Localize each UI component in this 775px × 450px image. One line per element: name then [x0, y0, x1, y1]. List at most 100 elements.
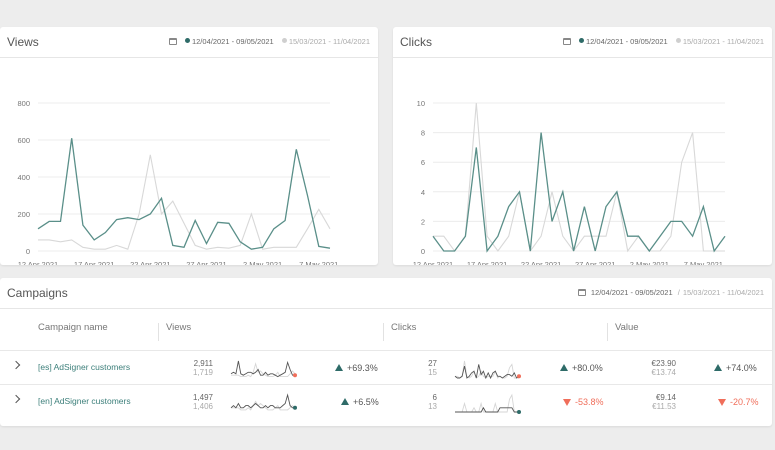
campaigns-current-range: 12/04/2021 - 09/05/2021	[590, 288, 673, 297]
column-divider	[383, 323, 384, 341]
views-current-range: 12/04/2021 - 09/05/2021	[191, 37, 274, 46]
value-change: -20.7%	[718, 397, 759, 407]
views-values: 1,497 1,406	[173, 393, 213, 411]
previous-sparkline	[455, 360, 519, 379]
views-change: +6.5%	[341, 397, 379, 407]
current-period-line	[432, 132, 726, 253]
clicks-chart: 0 2 4 6 8 10 12 Apr 2021 17 Apr 2021 22 Apr 2021…	[413, 99, 726, 265]
y-tick-label: 200	[17, 210, 30, 219]
column-header-clicks[interactable]: Clicks	[391, 322, 417, 333]
current-sparkline	[455, 406, 519, 413]
x-tick-label: 22 Apr 2021	[130, 260, 170, 265]
column-header-campaign-name[interactable]: Campaign name	[38, 322, 108, 333]
x-tick-label: 17 Apr 2021	[467, 260, 507, 265]
views-current: 2,911	[193, 359, 213, 368]
y-tick-label: 800	[17, 99, 30, 108]
clicks-current-range: 12/04/2021 - 09/05/2021	[585, 37, 668, 46]
current-legend-dot	[578, 38, 584, 43]
trend-up-icon	[341, 398, 349, 405]
table-row[interactable]: [en] AdSigner customers 1,497 1,406 +6.5…	[0, 384, 772, 419]
previous-legend-dot	[281, 38, 287, 43]
current-sparkline	[230, 360, 295, 378]
campaigns-previous-range: 15/03/2021 - 11/04/2021	[682, 288, 764, 297]
clicks-date-range[interactable]: 12/04/2021 - 09/05/2021 15/03/2021 - 11/…	[562, 37, 764, 46]
column-header-value[interactable]: Value	[615, 322, 639, 333]
column-header-views[interactable]: Views	[166, 322, 192, 333]
trend-up-icon	[560, 364, 568, 371]
campaigns-card-header: Campaigns 12/04/2021 - 09/05/2021 /15/03…	[0, 278, 772, 309]
previous-sparkline	[231, 362, 296, 378]
sparkline-end-dot	[517, 410, 521, 414]
value-current: €9.14	[655, 393, 676, 402]
value-values: €23.90 €13.74	[636, 359, 676, 377]
y-tick-label: 2	[421, 217, 425, 226]
trend-down-icon	[718, 399, 726, 406]
calendar-icon[interactable]	[168, 38, 177, 45]
x-tick-label: 22 Apr 2021	[521, 260, 561, 265]
views-change: +69.3%	[335, 363, 378, 373]
value-previous: €11.53	[652, 402, 676, 411]
views-values: 2,911 1,719	[173, 359, 213, 377]
previous-sparkline	[455, 393, 519, 413]
value-current: €23.90	[651, 359, 676, 368]
table-row[interactable]: [es] AdSigner customers 2,911 1,719 +69.…	[0, 350, 772, 385]
clicks-sparkline	[454, 360, 521, 380]
x-tick-label: 12 Apr 2021	[413, 260, 453, 265]
y-tick-label: 600	[17, 136, 30, 145]
views-chart: 0 200 400 600 800 12 Apr 2021 17 Apr 2021 22 Ap…	[17, 99, 338, 265]
sparkline-end-dot	[293, 405, 297, 410]
y-tick-label: 6	[421, 158, 425, 167]
range-separator: /	[677, 288, 680, 297]
views-previous: 1,719	[192, 368, 213, 377]
clicks-current: 27	[428, 359, 437, 368]
clicks-sparkline	[455, 393, 521, 414]
clicks-previous: 13	[428, 402, 437, 411]
column-divider	[158, 323, 159, 341]
views-sparkline	[230, 360, 297, 378]
trend-up-icon	[714, 364, 722, 371]
views-date-range[interactable]: 12/04/2021 - 09/05/2021 15/03/2021 - 11/…	[168, 37, 370, 46]
campaign-name-link[interactable]: [en] AdSigner customers	[38, 396, 131, 406]
sparkline-end-dot	[293, 373, 297, 378]
calendar-icon[interactable]	[577, 289, 586, 296]
clicks-change: -53.8%	[563, 397, 604, 407]
clicks-card-title: Clicks	[400, 35, 432, 49]
trend-down-icon	[563, 399, 571, 406]
current-sparkline	[454, 364, 520, 380]
y-tick-label: 8	[421, 129, 425, 138]
campaign-name-link[interactable]: [es] AdSigner customers	[38, 362, 131, 372]
x-tick-label: 2 May 2021	[630, 260, 669, 265]
value-values: €9.14 €11.53	[636, 393, 676, 411]
views-card-header: Views 12/04/2021 - 09/05/2021 15/03/2021…	[0, 27, 378, 58]
calendar-icon[interactable]	[562, 38, 571, 45]
clicks-values: 6 13	[397, 393, 437, 411]
previous-period-line	[38, 154, 331, 250]
chevron-right-icon[interactable]	[11, 360, 21, 370]
previous-sparkline	[231, 400, 296, 411]
column-divider	[607, 323, 608, 341]
y-tick-label: 0	[26, 247, 30, 256]
previous-legend-dot	[675, 38, 681, 43]
x-tick-label: 17 Apr 2021	[74, 260, 114, 265]
views-current: 1,497	[192, 393, 213, 402]
clicks-previous: 15	[428, 368, 437, 377]
sparkline-end-dot	[517, 374, 521, 379]
current-sparkline	[230, 393, 295, 409]
campaigns-card: Campaigns 12/04/2021 - 09/05/2021 /15/03…	[0, 278, 772, 426]
x-tick-label: 2 May 2021	[243, 260, 282, 265]
clicks-current: 6	[432, 393, 437, 402]
chevron-right-icon[interactable]	[11, 394, 21, 404]
value-previous: €13.74	[651, 368, 676, 377]
current-period-line	[37, 138, 331, 250]
views-sparkline	[230, 393, 297, 411]
previous-period-line	[433, 102, 725, 253]
clicks-card: Clicks 12/04/2021 - 09/05/2021 15/03/202…	[393, 27, 772, 265]
views-previous-range: 15/03/2021 - 11/04/2021	[288, 37, 370, 46]
x-tick-label: 27 Apr 2021	[575, 260, 615, 265]
views-previous: 1,406	[192, 402, 213, 411]
y-tick-label: 400	[17, 173, 30, 182]
clicks-card-header: Clicks 12/04/2021 - 09/05/2021 15/03/202…	[393, 27, 772, 58]
x-tick-label: 7 May 2021	[299, 260, 338, 265]
campaigns-date-range[interactable]: 12/04/2021 - 09/05/2021 /15/03/2021 - 11…	[577, 288, 764, 297]
value-change: +74.0%	[714, 363, 757, 373]
